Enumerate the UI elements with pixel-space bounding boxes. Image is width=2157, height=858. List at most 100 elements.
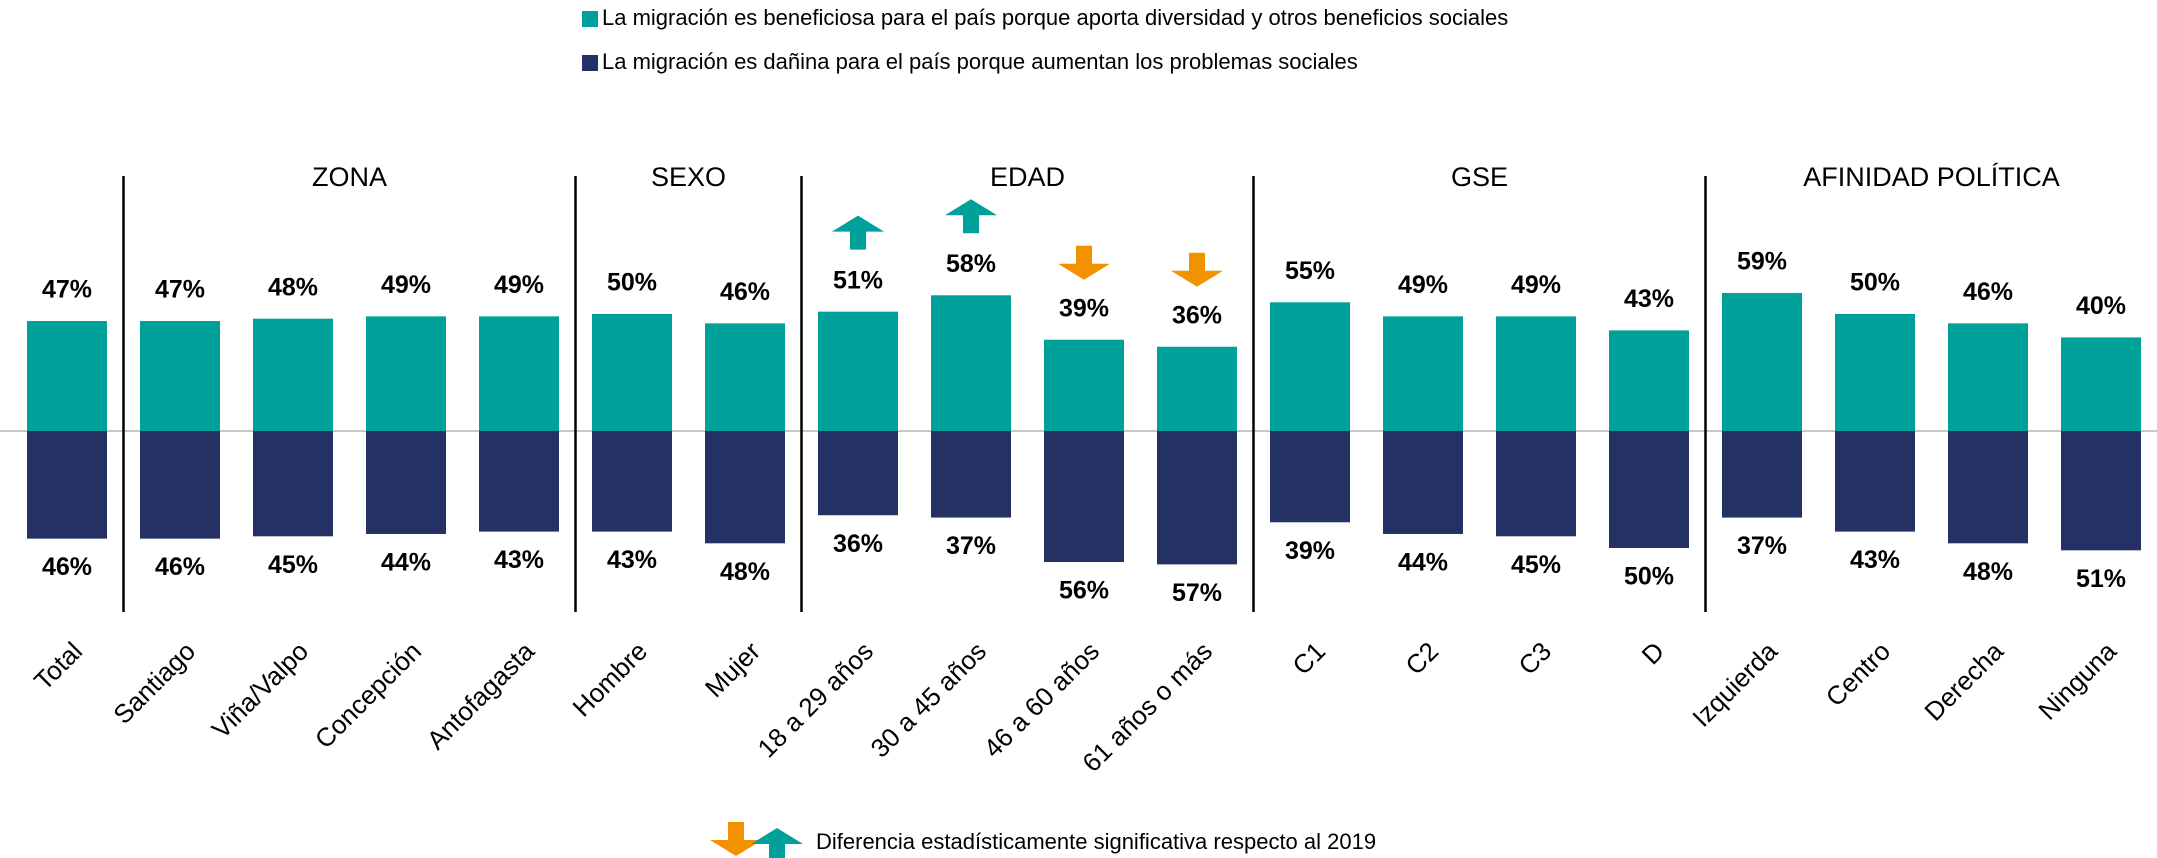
value-label: 48% (720, 558, 770, 586)
value-label: 57% (1172, 579, 1222, 607)
x-tick-label: 30 a 45 años (865, 636, 993, 764)
x-tick-label: Concepción (309, 636, 427, 754)
x-tick-label: Izquierda (1686, 636, 1783, 733)
bar (1270, 302, 1350, 431)
x-tick-label: Mujer (699, 636, 766, 703)
legend-label: La migración es beneficiosa para el país… (602, 5, 1508, 30)
bar (27, 431, 107, 539)
x-tick-label: 46 a 60 años (978, 636, 1106, 764)
bar (27, 321, 107, 431)
bar (479, 431, 559, 532)
value-label: 50% (1850, 269, 1900, 297)
legend-swatch (582, 55, 598, 71)
bar (1835, 431, 1915, 532)
bar (1948, 431, 2028, 544)
value-label: 51% (2076, 565, 2126, 593)
value-label: 50% (1624, 563, 1674, 591)
bar (592, 431, 672, 532)
bar (818, 311, 898, 431)
bar (1948, 323, 2028, 431)
significance-note: Diferencia estadísticamente significativ… (816, 829, 1376, 854)
value-label: 49% (1511, 271, 1561, 299)
group-label: SEXO (651, 162, 726, 192)
bar (1722, 292, 1802, 431)
value-label: 47% (155, 276, 205, 304)
bar (931, 431, 1011, 518)
bar (2061, 431, 2141, 551)
value-label: 56% (1059, 577, 1109, 605)
significance-arrow (945, 199, 997, 234)
value-label: 44% (1398, 549, 1448, 577)
bar (1044, 339, 1124, 431)
group-label: AFINIDAD POLÍTICA (1803, 162, 2060, 192)
x-tick-label: Total (28, 636, 88, 696)
value-label: 50% (607, 269, 657, 297)
value-label: 46% (155, 553, 205, 581)
x-tick-label: Antofagasta (421, 636, 541, 756)
value-label: 44% (381, 549, 431, 577)
x-tick-label: Ninguna (2032, 636, 2122, 726)
x-tick-label: 18 a 29 años (752, 636, 880, 764)
significance-arrow (751, 828, 803, 858)
bar (2061, 337, 2141, 431)
x-tick-label: C3 (1512, 636, 1557, 681)
x-tick-label: C1 (1286, 636, 1331, 681)
value-label: 46% (1963, 278, 2013, 306)
bar (705, 431, 785, 544)
value-label: 43% (1624, 285, 1674, 313)
bar (253, 318, 333, 431)
bar (253, 431, 333, 537)
value-label: 36% (1172, 301, 1222, 329)
value-label: 43% (494, 546, 544, 574)
group-label: ZONA (312, 162, 387, 192)
value-label: 46% (720, 278, 770, 306)
bar (592, 314, 672, 431)
bar (705, 323, 785, 431)
x-tick-label: Centro (1820, 636, 1896, 712)
value-label: 47% (42, 276, 92, 304)
bar (1383, 431, 1463, 534)
legend-label: La migración es dañina para el país porq… (602, 49, 1358, 74)
value-label: 51% (833, 266, 883, 294)
x-tick-label: D (1636, 636, 1670, 670)
bar (1496, 431, 1576, 537)
bar (1722, 431, 1802, 518)
value-label: 45% (1511, 551, 1561, 579)
x-tick-label: Viña/Valpo (206, 636, 314, 744)
bar (818, 431, 898, 516)
bar (366, 316, 446, 431)
bar (140, 321, 220, 431)
value-label: 40% (2076, 292, 2126, 320)
value-label: 45% (268, 551, 318, 579)
value-label: 58% (946, 250, 996, 278)
value-label: 48% (268, 273, 318, 301)
x-tick-label: Derecha (1918, 636, 2009, 727)
bar (1044, 431, 1124, 563)
bar (140, 431, 220, 539)
value-label: 37% (1737, 532, 1787, 560)
bar (1383, 316, 1463, 431)
value-label: 37% (946, 532, 996, 560)
value-label: 55% (1285, 257, 1335, 285)
x-tick-label: C2 (1399, 636, 1444, 681)
significance-arrow (1171, 252, 1223, 287)
value-label: 39% (1285, 537, 1335, 565)
legend-swatch (582, 11, 598, 27)
value-label: 36% (833, 530, 883, 558)
significance-arrow (1058, 245, 1110, 280)
bar (366, 431, 446, 534)
significance-arrow (832, 215, 884, 250)
bar (1157, 346, 1237, 431)
group-label: EDAD (990, 162, 1065, 192)
value-label: 49% (381, 271, 431, 299)
bar (931, 295, 1011, 431)
bar (1609, 330, 1689, 431)
bar (1496, 316, 1576, 431)
bar (1270, 431, 1350, 523)
bar (479, 316, 559, 431)
bar (1835, 314, 1915, 431)
value-label: 43% (607, 546, 657, 574)
value-label: 49% (1398, 271, 1448, 299)
group-label: GSE (1451, 162, 1508, 192)
value-label: 48% (1963, 558, 2013, 586)
